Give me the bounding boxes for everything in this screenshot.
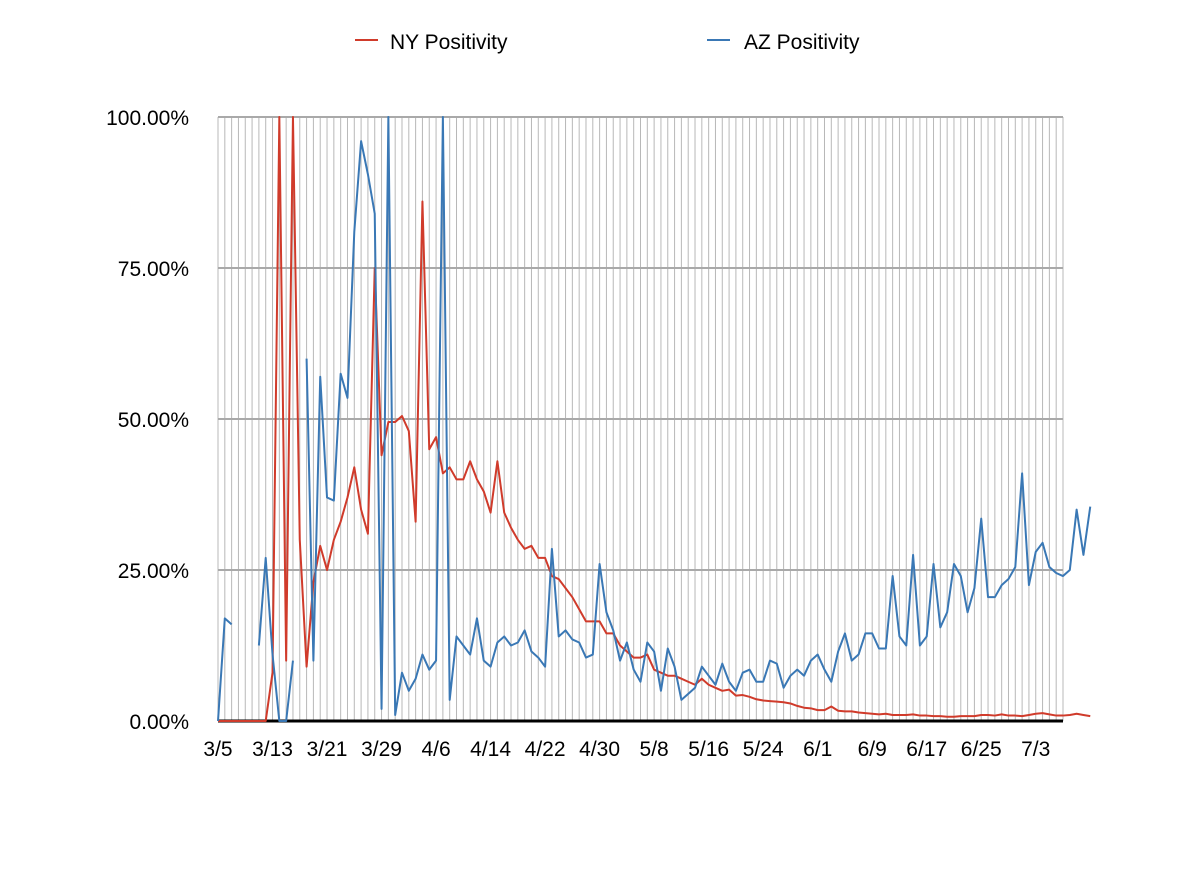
- x-tick-label: 4/22: [525, 738, 566, 761]
- y-tick-label: 75.00%: [118, 258, 189, 281]
- series-line-ny: [218, 116, 1091, 722]
- x-axis: 3/5 3/13 3/21 3/29 4/6 4/14 4/22 4/30 5/8 5/16 5/2…: [203, 719, 1063, 761]
- x-tick-label: 4/6: [421, 738, 450, 761]
- y-tick-label: 50.00%: [118, 409, 189, 432]
- x-tick-label: 5/8: [640, 738, 669, 761]
- x-tick-label: 3/13: [252, 738, 293, 761]
- legend-item-az: AZ Positivity: [707, 31, 860, 54]
- series-line-az: [217, 617, 233, 722]
- legend-label-ny: NY Positivity: [390, 31, 508, 54]
- legend-label-az: AZ Positivity: [744, 31, 860, 54]
- x-tick-label: 5/16: [688, 738, 729, 761]
- x-tick-label: 6/25: [961, 738, 1002, 761]
- x-tick-label: 7/3: [1021, 738, 1050, 761]
- y-tick-label: 25.00%: [118, 560, 189, 583]
- series-layer: [217, 116, 1092, 722]
- x-tick-label: 4/14: [470, 738, 511, 761]
- x-tick-label: 3/5: [203, 738, 232, 761]
- y-axis: 0.00% 25.00% 50.00% 75.00% 100.00%: [106, 107, 189, 734]
- series-line-az: [305, 116, 1092, 716]
- y-tick-label: 100.00%: [106, 107, 189, 130]
- x-tick-label: 3/21: [307, 738, 348, 761]
- x-tick-label: 6/9: [858, 738, 887, 761]
- x-tick-label: 4/30: [579, 738, 620, 761]
- legend-item-ny: NY Positivity: [355, 31, 508, 54]
- x-tick-label: 5/24: [743, 738, 784, 761]
- y-tick-label: 0.00%: [129, 711, 189, 734]
- plot-grid: [217, 116, 1064, 721]
- x-tick-label: 6/17: [906, 738, 947, 761]
- x-tick-label: 6/1: [803, 738, 832, 761]
- series-line-az: [257, 556, 294, 722]
- legend: NY Positivity AZ Positivity: [355, 31, 860, 54]
- x-tick-label: 3/29: [361, 738, 402, 761]
